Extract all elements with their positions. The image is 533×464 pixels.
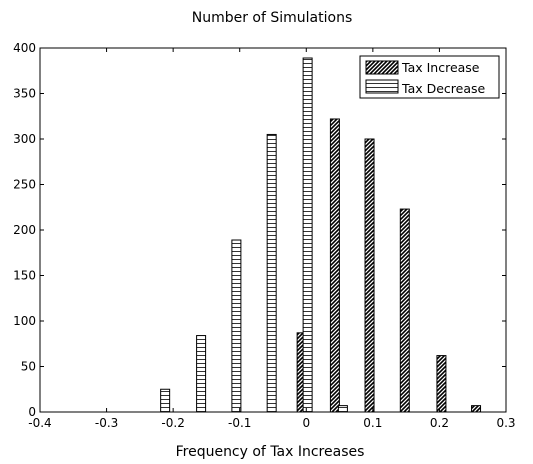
legend-label-tax-decrease: Tax Decrease bbox=[401, 81, 486, 96]
bar-tax-increase bbox=[364, 138, 375, 413]
x-tick-label: 0 bbox=[302, 416, 310, 430]
x-tick-label: -0.1 bbox=[228, 416, 251, 430]
bars-layer bbox=[160, 57, 482, 413]
legend-swatch-tax-increase bbox=[365, 60, 399, 75]
x-tick-label: 0.1 bbox=[363, 416, 382, 430]
x-tick-label: 0.2 bbox=[430, 416, 449, 430]
y-tick-label: 250 bbox=[13, 178, 36, 192]
bar-tax-increase bbox=[471, 405, 482, 413]
y-tick-label: 200 bbox=[13, 223, 36, 237]
bar-tax-decrease bbox=[231, 239, 242, 413]
legend-label-tax-increase: Tax Increase bbox=[401, 60, 480, 75]
y-tick-label: 350 bbox=[13, 87, 36, 101]
bar-tax-decrease bbox=[337, 405, 348, 413]
bar-tax-decrease bbox=[196, 335, 207, 413]
bar-tax-increase bbox=[436, 355, 447, 413]
bar-tax-increase bbox=[329, 118, 340, 413]
y-tick-label: 150 bbox=[13, 269, 36, 283]
y-tick-label: 300 bbox=[13, 132, 36, 146]
legend-swatch-tax-decrease bbox=[365, 79, 399, 94]
x-axis-label: Frequency of Tax Increases bbox=[176, 444, 365, 460]
x-tick-label: -0.4 bbox=[28, 416, 51, 430]
bar-tax-decrease bbox=[266, 133, 277, 413]
y-axis: 0 50 100 150 200 250 300 350 400 bbox=[13, 41, 506, 419]
chart-title: Number of Simulations bbox=[192, 10, 353, 26]
bar-tax-decrease bbox=[160, 388, 171, 413]
y-tick-label: 50 bbox=[21, 360, 36, 374]
bar-tax-decrease bbox=[302, 57, 313, 413]
x-tick-label: 0.3 bbox=[496, 416, 515, 430]
legend: Tax Increase Tax Decrease bbox=[359, 55, 500, 99]
y-tick-label: 400 bbox=[13, 41, 36, 55]
x-tick-label: -0.2 bbox=[161, 416, 184, 430]
y-tick-label: 0 bbox=[28, 405, 36, 419]
x-axis: -0.4 -0.3 -0.2 -0.1 0 0.1 0.2 0.3 bbox=[28, 48, 516, 430]
x-tick-label: -0.3 bbox=[95, 416, 118, 430]
y-tick-label: 100 bbox=[13, 314, 36, 328]
bar-tax-increase bbox=[399, 208, 410, 413]
